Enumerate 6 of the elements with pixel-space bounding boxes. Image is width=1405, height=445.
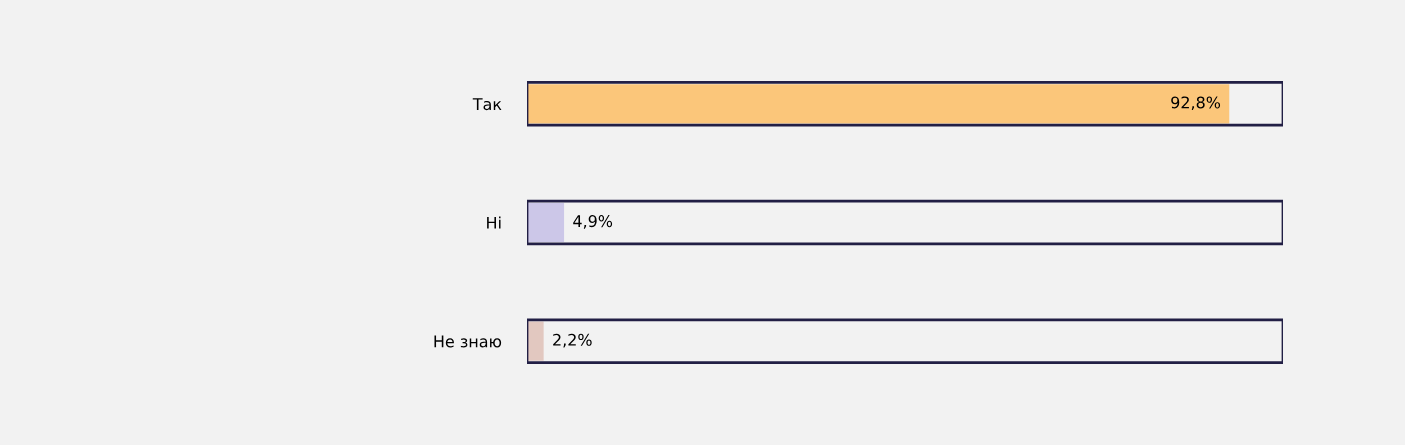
data-label: 2,2% [553,333,592,348]
data-label: 4,9% [573,215,613,229]
y-tick-label: Так [472,98,502,111]
y-tick-label: Ні [487,216,501,229]
data-label: 92,8% [1171,96,1221,111]
y-tick-label: Не знаю [434,335,502,348]
